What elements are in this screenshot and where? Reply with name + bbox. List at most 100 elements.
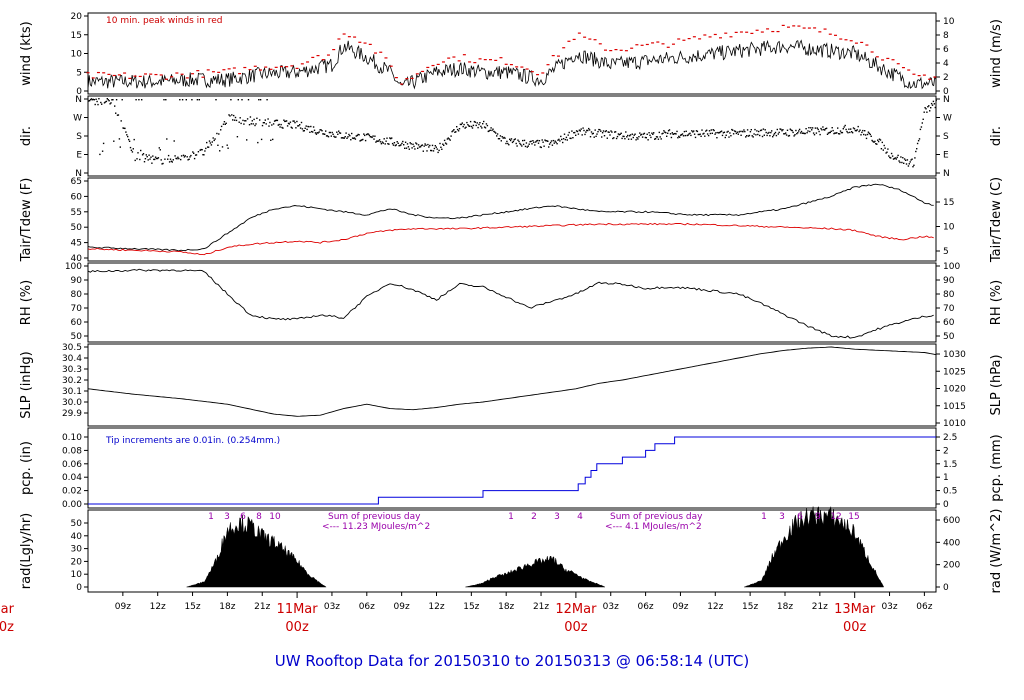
direction-point: [864, 130, 866, 132]
left-tick-label: 0.08: [62, 446, 82, 456]
direction-point: [126, 134, 128, 136]
direction-point: [877, 139, 879, 141]
right-tick-label: 80: [943, 290, 955, 300]
direction-point: [377, 140, 379, 142]
direction-point: [579, 130, 581, 132]
direction-point: [299, 127, 302, 129]
direction-point: [851, 131, 853, 133]
direction-point: [545, 140, 547, 142]
direction-point: [286, 125, 289, 127]
direction-point: [879, 139, 882, 141]
direction-point: [673, 133, 675, 135]
direction-point: [921, 122, 923, 124]
direction-point: [747, 135, 750, 137]
direction-point: [272, 123, 275, 125]
direction-point: [176, 158, 178, 160]
direction-point: [478, 123, 480, 126]
direction-point: [684, 134, 686, 137]
direction-point: [812, 132, 815, 134]
direction-point: [291, 127, 293, 129]
direction-point: [687, 134, 689, 136]
direction-point: [822, 126, 824, 128]
direction-point: [777, 133, 779, 135]
direction-point: [590, 131, 593, 133]
direction-point: [105, 100, 108, 103]
direction-point: [608, 131, 610, 133]
hour-mark-label: 4: [577, 512, 583, 522]
time-tick-label: 15z: [184, 602, 200, 612]
direction-point: [147, 159, 149, 161]
direction-point: [630, 138, 633, 140]
direction-point: [820, 127, 822, 130]
day-label-date: 13Mar: [834, 602, 876, 617]
direction-point: [692, 131, 694, 133]
direction-point: [560, 135, 562, 138]
direction-point: [889, 156, 891, 159]
direction-point: [859, 129, 861, 131]
direction-point: [303, 130, 305, 132]
direction-point: [830, 130, 832, 132]
direction-point: [287, 122, 290, 125]
direction-point: [895, 158, 897, 160]
direction-point: [643, 132, 646, 135]
direction-point: [368, 134, 371, 136]
right-axis-label: dir.: [989, 126, 1004, 146]
hour-mark-label: 9: [815, 512, 821, 522]
direction-point: [761, 135, 764, 138]
direction-point: [742, 131, 744, 133]
sum-value-2: <--- 4.1 MJoules/m^2: [605, 522, 702, 532]
direction-point: [229, 115, 231, 117]
direction-point: [908, 163, 910, 165]
right-tick-label: 1015: [943, 402, 966, 412]
direction-point: [88, 100, 90, 102]
direction-point: [759, 129, 762, 132]
direction-point: [589, 136, 592, 138]
direction-point: [594, 129, 596, 131]
direction-point: [850, 128, 852, 130]
right-tick-label: 0: [943, 583, 949, 593]
right-axis-label: SLP (hPa): [989, 354, 1004, 415]
direction-point: [327, 136, 330, 138]
wind-speed-line: [87, 39, 937, 90]
direction-point: [335, 136, 337, 138]
direction-point: [836, 132, 838, 134]
direction-point: [151, 162, 153, 164]
direction-point: [620, 132, 622, 134]
direction-point: [271, 124, 273, 126]
direction-point: [407, 146, 410, 148]
direction-point: [657, 138, 660, 140]
direction-point: [595, 135, 597, 137]
direction-point: [450, 135, 452, 137]
direction-point: [733, 130, 736, 132]
direction-point: [279, 126, 281, 128]
direction-point: [703, 132, 705, 135]
left-tick-label: 0: [76, 583, 82, 593]
direction-point: [436, 148, 438, 150]
direction-point: [792, 131, 794, 134]
direction-point: [356, 134, 358, 137]
right-tick-label: N: [943, 95, 950, 105]
direction-point: [211, 141, 213, 143]
direction-point: [259, 119, 261, 121]
direction-point: [440, 146, 442, 148]
direction-point: [313, 129, 316, 131]
direction-point: [315, 133, 318, 135]
left-tick-label: 100: [65, 262, 82, 272]
direction-point: [772, 136, 774, 138]
direction-point: [629, 134, 632, 136]
direction-point: [738, 131, 740, 133]
direction-point: [234, 116, 237, 119]
direction-point: [264, 119, 266, 121]
direction-point: [556, 143, 558, 145]
direction-point: [347, 136, 349, 138]
direction-point: [568, 131, 570, 134]
direction-point: [506, 140, 508, 143]
direction-point: [474, 121, 476, 123]
direction-point: [528, 143, 530, 145]
direction-point: [546, 140, 548, 142]
direction-point: [927, 106, 929, 108]
direction-point: [507, 142, 509, 145]
direction-point: [609, 134, 611, 136]
direction-point: [677, 137, 679, 139]
direction-point: [402, 140, 404, 143]
